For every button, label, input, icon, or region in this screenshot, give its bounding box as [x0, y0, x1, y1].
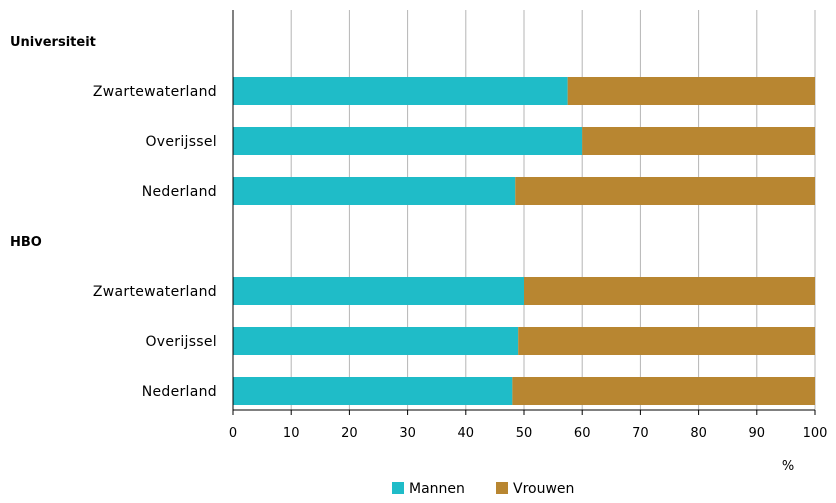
category-label-0-1: Overijssel	[145, 134, 217, 150]
bar-mannen-1-0	[233, 277, 524, 305]
x-tick-label-50: 50	[516, 426, 533, 441]
legend-label-mannen: Mannen	[409, 481, 465, 497]
group-label-0: Universiteit	[10, 35, 96, 50]
category-label-1-1: Overijssel	[145, 334, 217, 350]
bar-mannen-1-2	[233, 377, 513, 405]
x-tick-label-60: 60	[574, 426, 591, 441]
bar-vrouwen-1-0	[524, 277, 815, 305]
bar-vrouwen-1-2	[512, 377, 815, 405]
legend-label-vrouwen: Vrouwen	[513, 481, 574, 497]
category-label-1-2: Nederland	[142, 384, 217, 400]
bar-mannen-0-1	[233, 127, 583, 155]
x-tick-label-100: 100	[803, 426, 828, 441]
group-label-1: HBO	[10, 235, 42, 250]
x-tick-label-70: 70	[632, 426, 649, 441]
x-tick-label-90: 90	[749, 426, 766, 441]
category-label-0-2: Nederland	[142, 184, 217, 200]
legend-swatch-mannen	[392, 482, 404, 494]
category-label-1-0: Zwartewaterland	[93, 284, 217, 300]
x-tick-label-80: 80	[690, 426, 707, 441]
x-tick-label-0: 0	[229, 426, 237, 441]
bar-mannen-1-1	[233, 327, 519, 355]
bar-vrouwen-1-1	[518, 327, 815, 355]
x-tick-label-20: 20	[341, 426, 358, 441]
bar-vrouwen-0-1	[582, 127, 815, 155]
bar-mannen-0-2	[233, 177, 516, 205]
bar-mannen-0-0	[233, 77, 568, 105]
x-tick-label-30: 30	[399, 426, 416, 441]
x-tick-label-10: 10	[283, 426, 300, 441]
legend-swatch-vrouwen	[496, 482, 508, 494]
bar-vrouwen-0-2	[515, 177, 815, 205]
x-tick-label-40: 40	[458, 426, 475, 441]
x-unit-label: %	[782, 459, 794, 474]
category-label-0-0: Zwartewaterland	[93, 84, 217, 100]
bar-vrouwen-0-0	[567, 77, 815, 105]
